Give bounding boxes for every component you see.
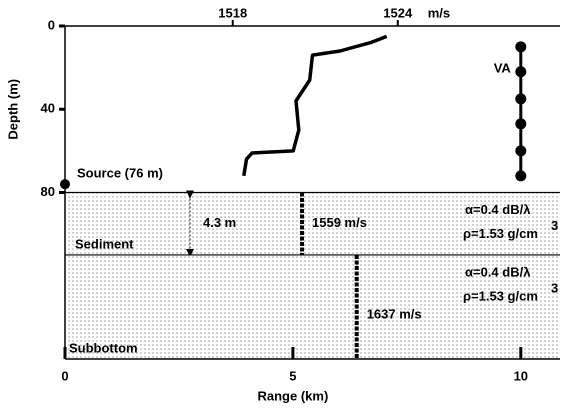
x-tick-label: 10 [514, 368, 528, 383]
x2-tick-label: 1518 [218, 5, 247, 20]
thickness-label: 4.3 m [203, 215, 236, 230]
x-tick-label: 0 [61, 368, 68, 383]
layer-fill [65, 254, 560, 359]
layer-speed: 1559 m/s [312, 215, 367, 230]
array-element [515, 145, 527, 157]
x2-unit: m/s [428, 5, 450, 20]
layer-fill [65, 192, 560, 255]
array-element [515, 170, 527, 182]
array-element [515, 93, 527, 105]
array-label: VA [494, 60, 512, 75]
layer-label: Sediment [75, 236, 134, 251]
array-element [515, 66, 527, 78]
y-tick-label: 80 [41, 184, 55, 199]
layer-label: Subbottom [69, 340, 138, 355]
x-tick-label: 5 [289, 368, 296, 383]
source-marker [60, 179, 70, 190]
array-element [515, 41, 527, 53]
density: ρ=1.53 g/cm [463, 288, 538, 303]
source-label: Source (76 m) [77, 166, 163, 181]
density: ρ=1.53 g/cm [463, 226, 538, 241]
sound-speed-profile [242, 34, 388, 177]
layer-speed: 1637 m/s [367, 306, 422, 321]
y-axis-title: Depth (m) [5, 79, 20, 140]
y-tick-label: 40 [41, 101, 55, 116]
x2-tick-label: 1524 [383, 5, 413, 20]
array-element [515, 118, 527, 130]
y-tick-label: 0 [48, 17, 55, 32]
density-exponent: 3 [551, 218, 558, 233]
attenuation: α=0.4 dB/λ [465, 264, 531, 279]
density-exponent: 3 [551, 280, 558, 295]
x-axis-title: Range (km) [258, 388, 329, 403]
attenuation: α=0.4 dB/λ [465, 202, 531, 217]
